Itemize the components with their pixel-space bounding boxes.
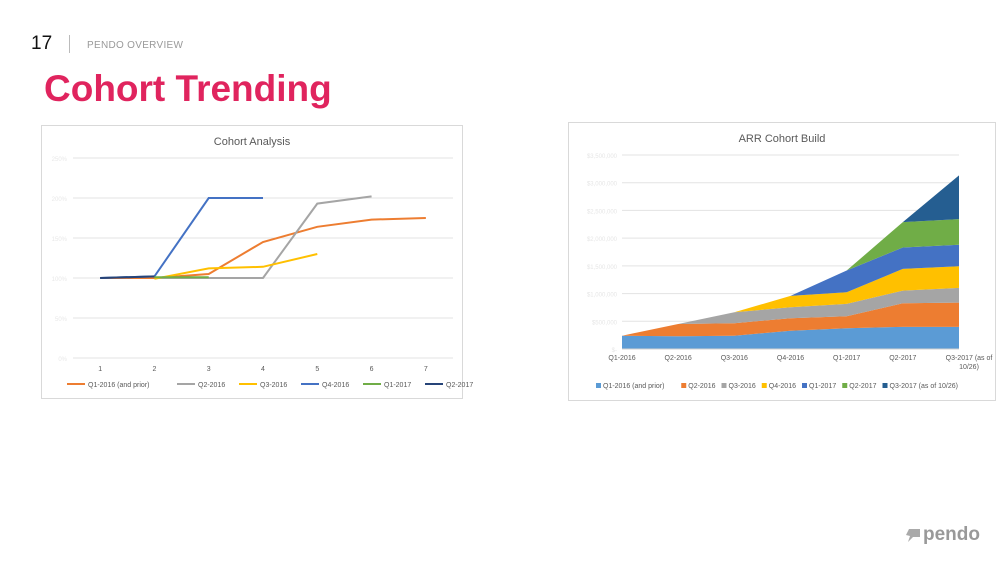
header-divider (69, 35, 70, 53)
legend-label: Q2-2017 (446, 382, 473, 389)
x-tick-label: Q3-2017 (as of 10/26) (946, 355, 993, 371)
legend-label: Q3-2016 (729, 383, 756, 390)
x-tick-label: Q1-2016 (608, 355, 635, 362)
legend-label: Q2-2017 (849, 383, 876, 390)
y-tick-label: 100% (52, 277, 68, 283)
legend-label: Q2-2016 (198, 382, 225, 389)
page-title: Cohort Trending (44, 68, 332, 109)
legend-swatch (681, 383, 687, 388)
legend-label: Q4-2016 (769, 383, 796, 390)
y-tick-label: $1,500,000 (587, 265, 618, 271)
pendo-logo-text: pendo (923, 524, 980, 545)
area-q1-2017 (622, 244, 959, 336)
series-line-q2-2017 (100, 275, 155, 279)
legend-label: Q3-2017 (as of 10/26) (890, 383, 959, 390)
y-tick-label: $- (612, 348, 617, 354)
legend-label: Q1-2016 (and prior) (603, 383, 664, 390)
y-tick-label: 150% (52, 237, 68, 243)
legend-label: Q3-2016 (260, 382, 287, 389)
x-tick-label: Q4-2016 (777, 355, 804, 362)
legend-swatch (802, 383, 807, 388)
pendo-logo-icon (906, 529, 920, 542)
x-tick-label: 5 (315, 366, 319, 373)
series-line-q3-2016 (154, 253, 318, 280)
x-tick-label: Q1-2017 (833, 355, 860, 362)
cohort-analysis-title: Cohort Analysis (214, 136, 291, 148)
cohort-analysis-chart-frame (41, 125, 463, 399)
legend-label: Q4-2016 (322, 382, 349, 389)
y-tick-label: $2,500,000 (587, 209, 618, 215)
area-q4-2016 (622, 266, 959, 336)
section-label: PENDO OVERVIEW (87, 40, 184, 51)
x-tick-label: Q2-2016 (665, 355, 692, 362)
legend-label: Q2-2016 (688, 383, 715, 390)
legend-swatch (596, 383, 601, 388)
x-tick-label: Q3-2016 (721, 355, 748, 362)
x-tick-label: 7 (424, 366, 428, 373)
x-tick-label: 3 (207, 366, 211, 373)
x-tick-label: 2 (152, 366, 156, 373)
area-q2-2016 (622, 302, 959, 337)
y-tick-label: 250% (52, 157, 68, 163)
legend-label: Q1-2016 (and prior) (88, 382, 149, 389)
y-tick-label: $500,000 (592, 320, 618, 326)
pendo-logo: pendo (905, 524, 980, 546)
area-q3-2016 (622, 287, 959, 336)
y-tick-label: 50% (55, 317, 68, 323)
legend-label: Q1-2017 (384, 382, 411, 389)
y-tick-label: 0% (58, 357, 67, 363)
x-tick-label: 4 (261, 366, 265, 373)
area-q2-2017 (622, 219, 959, 336)
legend-swatch (842, 383, 848, 388)
y-tick-label: 200% (52, 197, 68, 203)
legend-swatch (761, 383, 767, 388)
y-tick-label: $2,000,000 (587, 237, 618, 243)
y-tick-label: $3,000,000 (587, 182, 618, 188)
legend-label: Q1-2017 (809, 383, 836, 390)
x-tick-label: 1 (98, 366, 102, 373)
legend-swatch (882, 383, 888, 388)
arr-cohort-title: ARR Cohort Build (739, 133, 826, 145)
y-tick-label: $3,500,000 (587, 154, 618, 160)
area-q1-2016-and-prior- (622, 326, 959, 349)
x-tick-label: 6 (370, 366, 374, 373)
slide-number: 17 (31, 33, 53, 54)
x-tick-label: Q2-2017 (889, 355, 916, 362)
y-tick-label: $1,000,000 (587, 293, 618, 299)
legend-swatch (721, 383, 727, 388)
